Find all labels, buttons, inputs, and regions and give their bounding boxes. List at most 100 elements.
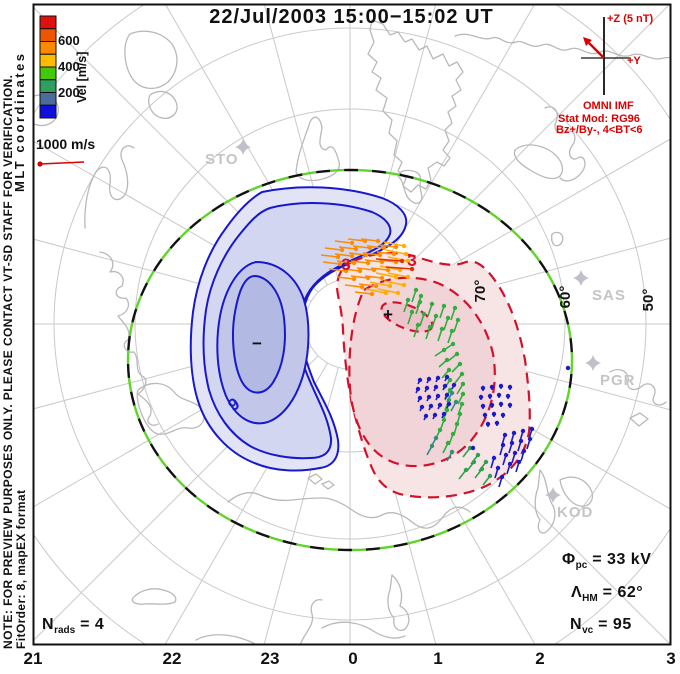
- vector-tail: [508, 442, 513, 454]
- vector-tail: [336, 260, 355, 264]
- imf-conditions-label: Bz+/By-, 4<BT<6: [556, 124, 643, 136]
- vector-tail: [435, 377, 439, 383]
- vector-tail: [520, 450, 525, 462]
- vector-tail: [413, 324, 419, 338]
- station-star-icon: [235, 139, 251, 155]
- contour-label: −: [252, 334, 262, 353]
- vector-tail: [428, 405, 432, 411]
- colorbar-segment: [39, 53, 57, 68]
- vector-tail: [441, 413, 445, 419]
- imf-model-label: Stat Mod: RG96: [558, 113, 640, 125]
- colorbar-tick-400: 400: [58, 59, 80, 74]
- vector-tail: [364, 275, 383, 279]
- colorbar-segment: [39, 28, 57, 42]
- colorbar-unit-label: Vel [m/s]: [75, 51, 89, 103]
- colorbar-segment: [39, 79, 57, 93]
- imf-dial: [581, 17, 630, 95]
- mlt-axis-label-2: 2: [535, 649, 545, 668]
- vector-tail: [451, 384, 455, 390]
- vector-tail: [457, 393, 464, 405]
- vector-tail: [417, 397, 421, 403]
- vector-tail: [362, 252, 381, 256]
- vector-tail: [334, 253, 353, 257]
- mlt-radial-line: [393, 237, 670, 313]
- vector-tail: [358, 283, 377, 287]
- vector-tail: [462, 447, 471, 458]
- vector-tail: [490, 457, 495, 469]
- imf-y-axis-label: +Y: [627, 55, 641, 67]
- plot-title: 22/Jul/2003 15:00−15:02 UT: [209, 6, 494, 28]
- latitude-label-70: 70°: [472, 279, 489, 303]
- vector-tail: [435, 395, 439, 401]
- vector-tail: [385, 249, 407, 255]
- vector-tail: [350, 260, 369, 264]
- vector-tail: [415, 301, 421, 315]
- fit-order-note-vertical: FitOrder: 8, mapEX format: [14, 489, 28, 649]
- station-star-icon: [545, 487, 561, 503]
- velocity-colorbar: [39, 15, 57, 119]
- vector-tail: [450, 401, 457, 412]
- plot-frame: [32, 3, 672, 646]
- imf-arrow-head: [583, 37, 592, 46]
- vector-tail: [451, 363, 461, 373]
- mlt-radial-line: [264, 5, 339, 281]
- vector-tail: [350, 275, 369, 279]
- vector-tail: [354, 291, 373, 295]
- vector-tail: [387, 256, 409, 262]
- vector-tail: [322, 261, 341, 265]
- velocity-vectors: [320, 238, 571, 488]
- mlt-radial-line: [388, 138, 670, 302]
- colorbar-segment: [39, 104, 57, 119]
- vector-tail: [369, 281, 391, 287]
- station-star-icon: [573, 270, 589, 286]
- vector-tail: [378, 244, 397, 248]
- vector-tail: [348, 252, 367, 256]
- vector-tail: [364, 259, 383, 263]
- vector-tail: [426, 378, 430, 384]
- vector-tail: [439, 305, 445, 319]
- imf-source-label: OMNI IMF: [583, 100, 634, 112]
- velocity-reference-arrow: [37, 161, 85, 167]
- vector-tail: [370, 267, 389, 271]
- vector-tail: [438, 359, 448, 368]
- heppner-maynard-boundary: [126, 168, 574, 552]
- vector-dot: [565, 365, 571, 371]
- latitude-label-60: 60°: [557, 285, 574, 309]
- station-label-sas: SAS: [592, 287, 626, 304]
- vector-tail: [442, 442, 449, 454]
- vector-tail: [446, 392, 453, 403]
- vector-tail: [347, 238, 366, 242]
- vector-tail: [320, 254, 339, 258]
- mlt-axis-label-3: 3: [666, 649, 676, 668]
- stat-n-radars: Nrads = 4: [42, 616, 105, 636]
- vector-tail: [424, 387, 428, 393]
- vector-tail: [366, 245, 385, 249]
- station-markers: [235, 139, 601, 503]
- station-label-kod: KOD: [557, 504, 594, 521]
- vector-tail: [334, 240, 353, 244]
- vector-tail: [444, 394, 448, 400]
- vector-tail: [446, 403, 450, 409]
- vector-tail: [454, 373, 463, 384]
- vector-tail: [385, 266, 413, 270]
- mlt-axis-label-22: 22: [162, 649, 182, 668]
- colorbar-segment: [39, 41, 57, 55]
- mlt-axis-label-1: 1: [433, 649, 443, 668]
- vector-tail: [365, 288, 387, 294]
- vector-tail: [387, 272, 409, 278]
- velocity-reference-label: 1000 m/s: [36, 136, 96, 152]
- colorbar-segment: [39, 92, 57, 106]
- vector-tail: [411, 289, 417, 303]
- mlt-axis-label-23: 23: [260, 649, 280, 668]
- vector-tail: [342, 268, 361, 272]
- stat-cross-polar-cap-potential: Φpc = 33 kV: [562, 551, 652, 571]
- vector-tail: [427, 303, 433, 317]
- vector-tail: [517, 440, 522, 452]
- vector-tail: [447, 353, 458, 362]
- vector-tail: [416, 295, 422, 309]
- station-label-sto: STO: [205, 151, 239, 168]
- vector-tail: [375, 272, 397, 278]
- vector-tail: [502, 454, 507, 466]
